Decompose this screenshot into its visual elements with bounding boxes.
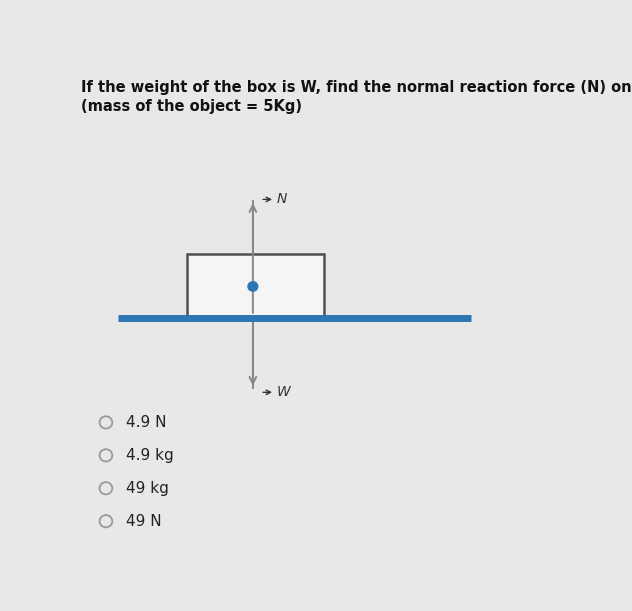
- Bar: [187, 254, 324, 318]
- Text: 4.9 N: 4.9 N: [126, 415, 166, 430]
- Text: N: N: [276, 192, 287, 207]
- Text: (mass of the object = 5Kg): (mass of the object = 5Kg): [82, 99, 303, 114]
- Text: If the weight of the box is W, find the normal reaction force (N) on the block s: If the weight of the box is W, find the …: [82, 81, 632, 95]
- Text: 49 N: 49 N: [126, 514, 161, 529]
- Text: 4.9 kg: 4.9 kg: [126, 448, 173, 463]
- Circle shape: [248, 282, 258, 291]
- Text: 49 kg: 49 kg: [126, 481, 168, 496]
- Text: W: W: [276, 386, 290, 400]
